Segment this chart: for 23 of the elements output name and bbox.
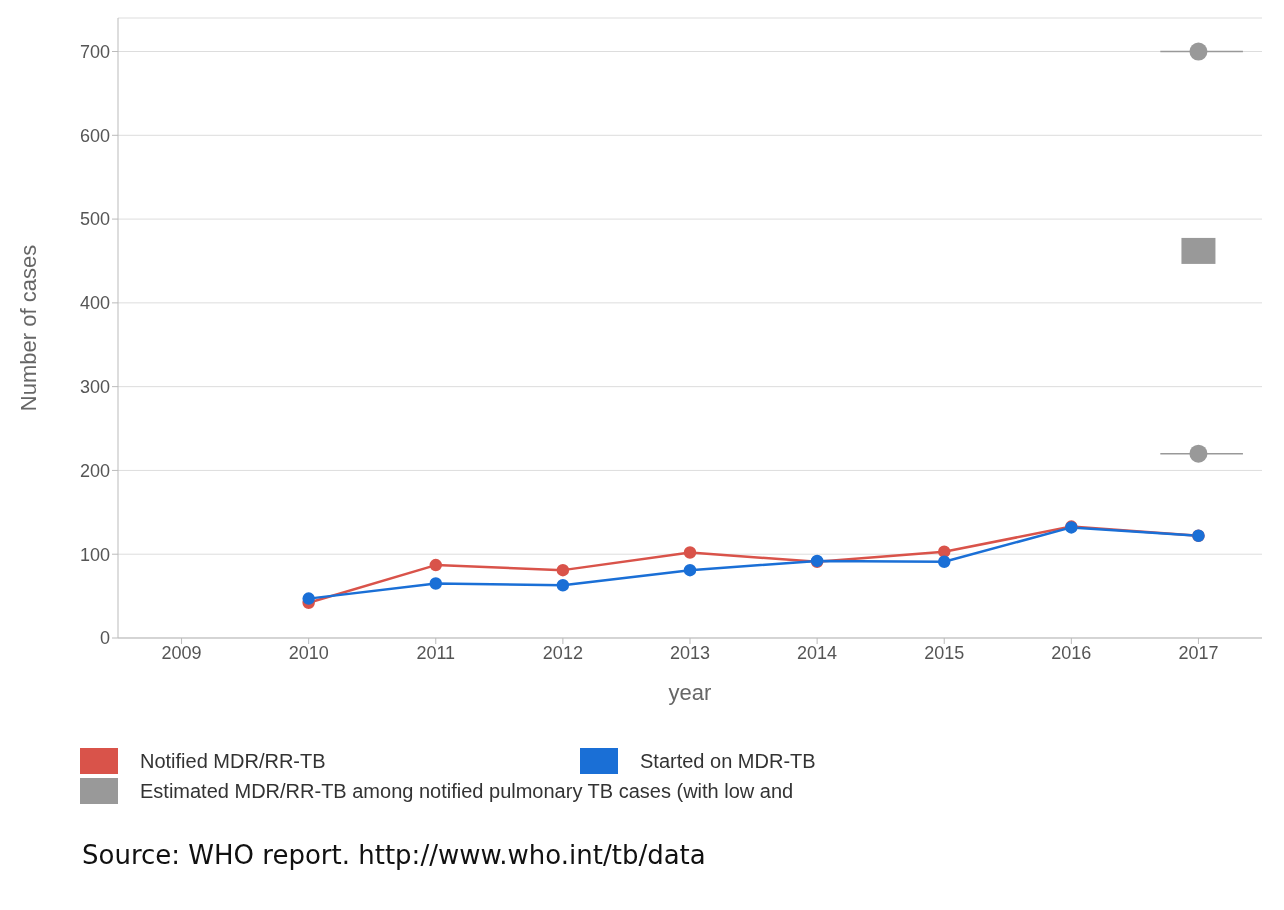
x-tick-label: 2012	[542, 642, 583, 663]
y-tick-label: 0	[99, 628, 110, 649]
y-tick-label: 500	[79, 209, 110, 230]
y-tick-label: 100	[79, 544, 110, 565]
x-tick-label: 2015	[924, 642, 965, 663]
x-tick-label: 2010	[288, 642, 329, 663]
x-tick-label: 2017	[1178, 642, 1219, 663]
x-tick-label: 2009	[161, 642, 202, 663]
legend-label: Notified MDR/RR-TB	[140, 749, 326, 773]
y-tick-label: 600	[79, 125, 110, 146]
x-tick-label: 2013	[669, 642, 711, 663]
x-tick-label: 2016	[1051, 642, 1092, 663]
y-tick-label: 200	[79, 460, 110, 481]
legend-label: Started on MDR-TB	[640, 749, 816, 773]
source-note: Source: WHO report. http://www.who.int/tb/data	[82, 840, 707, 870]
x-axis-title: year	[668, 680, 712, 705]
y-tick-label: 400	[79, 293, 110, 314]
legend-label: Estimated MDR/RR-TB among notified pulmonary TB cases (with low and	[140, 779, 794, 803]
y-tick-label: 300	[79, 377, 110, 398]
x-tick-label: 2014	[797, 642, 838, 663]
x-tick-label: 2011	[416, 642, 456, 663]
y-axis-title: Number of cases	[15, 244, 41, 412]
y-tick-label: 700	[79, 41, 110, 62]
